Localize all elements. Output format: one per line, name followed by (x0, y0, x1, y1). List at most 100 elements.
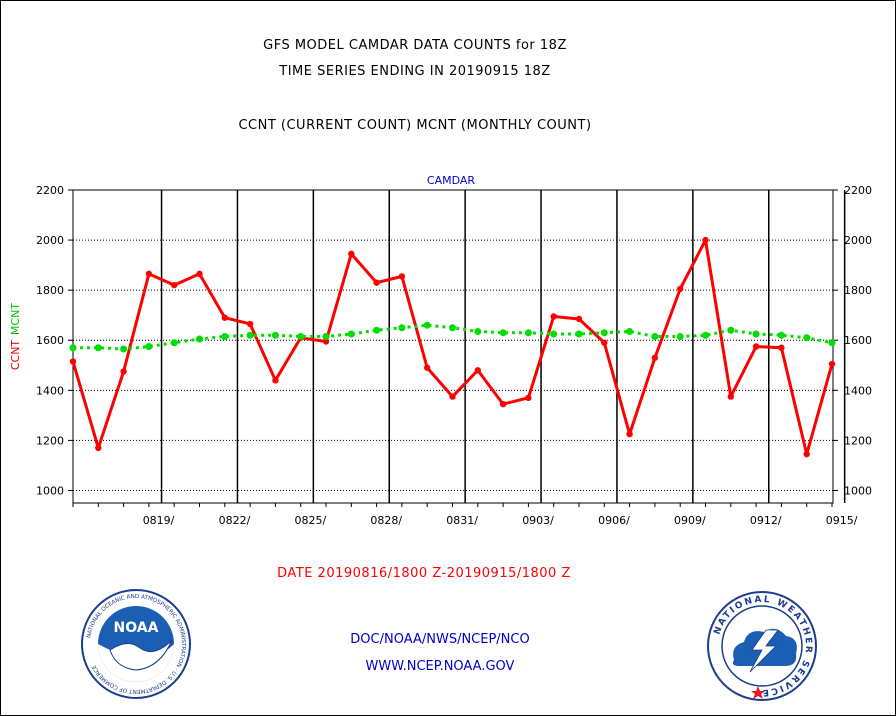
data-point-ccnt (550, 313, 557, 320)
x-tick-label: 0819/ (143, 514, 175, 527)
data-point-ccnt (803, 450, 810, 458)
data-point-mcnt (676, 332, 684, 340)
y-tick-label-left: 1000 (36, 484, 64, 497)
axis-layer: 1000 1000 1200 1200 1400 1400 1600 1600 1800 1800… (36, 184, 872, 527)
data-point-ccnt (246, 320, 254, 328)
data-point-ccnt (702, 236, 709, 244)
data-point-mcnt (196, 335, 203, 343)
data-point-ccnt (626, 430, 633, 438)
data-point-ccnt (322, 338, 330, 345)
data-point-ccnt (196, 270, 203, 278)
y-tick-label-right: 2200 (844, 184, 872, 197)
data-point-mcnt (626, 327, 634, 335)
y-axis-label-ccnt: CCNT (9, 340, 22, 371)
data-point-ccnt (499, 400, 507, 408)
data-point-mcnt (170, 339, 178, 347)
data-point-ccnt (120, 368, 127, 375)
y-tick-label-left: 2200 (36, 184, 64, 197)
data-point-ccnt (145, 270, 153, 278)
y-axis-label-mcnt: MCNT (9, 303, 22, 335)
data-point-ccnt (778, 344, 785, 351)
y-tick-label-left: 1600 (36, 334, 64, 347)
data-point-mcnt (702, 331, 709, 339)
data-point-mcnt (347, 330, 355, 338)
data-point-mcnt (803, 334, 811, 342)
data-point-ccnt (677, 285, 684, 293)
data-point-ccnt (272, 377, 279, 384)
x-tick-label: 0828/ (370, 514, 402, 527)
data-point-mcnt (398, 324, 406, 332)
x-tick-label: 0912/ (750, 514, 782, 527)
website-link[interactable]: WWW.NCEP.NOAA.GOV (365, 659, 515, 674)
data-point-mcnt (221, 332, 229, 340)
data-point-ccnt (221, 314, 228, 321)
chart-subtitle-counts: CCNT (CURRENT COUNT) MCNT (MONTHLY COUNT… (238, 118, 592, 133)
data-point-ccnt (398, 273, 406, 280)
data-point-mcnt (600, 329, 608, 337)
data-point-ccnt (575, 315, 583, 323)
data-point-mcnt (297, 332, 305, 340)
date-range: DATE 20190816/1800 Z-20190915/1800 Z (277, 566, 571, 581)
data-point-ccnt (424, 364, 431, 371)
data-point-mcnt (271, 331, 279, 339)
data-point-ccnt (752, 343, 760, 350)
series-line-ccnt (71, 238, 834, 456)
data-point-mcnt (423, 321, 431, 329)
y-tick-label-right: 1600 (844, 334, 872, 347)
data-point-ccnt (171, 281, 178, 289)
chart-panel-label: CAMDAR (427, 174, 475, 187)
data-point-mcnt (322, 332, 330, 340)
data-point-ccnt (651, 354, 659, 361)
data-point-ccnt (449, 393, 456, 400)
data-point-mcnt (499, 329, 507, 337)
agency-link[interactable]: DOC/NOAA/NWS/NCEP/NCO (350, 632, 530, 647)
noaa-logo: NOAA NATIONAL OCEANIC AND ATMOSPHERIC AD… (81, 589, 191, 699)
data-point-mcnt (94, 344, 102, 352)
x-tick-label: 0906/ (598, 514, 630, 527)
data-point-mcnt (727, 326, 735, 334)
y-tick-label-left: 1400 (36, 384, 64, 397)
noaa-logo-text: NOAA (114, 620, 159, 636)
data-point-mcnt (120, 345, 128, 353)
data-point-mcnt (69, 344, 77, 352)
data-point-ccnt (474, 367, 481, 374)
data-point-ccnt (373, 279, 380, 286)
chart-subtitle-time: TIME SERIES ENDING IN 20190915 18Z (279, 64, 551, 79)
x-tick-label: 0822/ (219, 514, 251, 527)
y-tick-label-right: 1800 (844, 284, 872, 297)
y-tick-label-right: 2000 (844, 234, 872, 247)
y-tick-label-right: 1000 (844, 484, 872, 497)
x-tick-label: 0825/ (294, 514, 326, 527)
data-point-mcnt (449, 324, 456, 332)
data-point-ccnt (348, 250, 355, 258)
data-point-mcnt (145, 343, 153, 350)
data-point-mcnt (246, 331, 254, 339)
data-point-mcnt (524, 329, 532, 337)
x-tick-label: 0909/ (674, 514, 706, 527)
data-point-mcnt (777, 331, 785, 339)
x-tick-label: 0903/ (522, 514, 554, 527)
data-point-ccnt (95, 444, 102, 452)
data-point-ccnt (828, 360, 836, 368)
y-tick-label-left: 2000 (36, 234, 64, 247)
data-point-mcnt (651, 332, 659, 340)
data-point-mcnt (550, 330, 558, 338)
data-point-mcnt (575, 330, 583, 338)
data-point-mcnt (828, 339, 836, 347)
data-point-mcnt (752, 330, 760, 338)
data-point-ccnt (601, 339, 608, 346)
data-point-ccnt (69, 358, 77, 365)
y-tick-label-left: 1800 (36, 284, 64, 297)
y-tick-label-right: 1400 (844, 384, 872, 397)
plot-frame (72, 189, 834, 504)
x-tick-label: 0831/ (446, 514, 478, 527)
chart-title: GFS MODEL CAMDAR DATA COUNTS for 18Z (263, 38, 567, 53)
data-point-mcnt (373, 326, 381, 334)
x-tick-label: 0915/ (826, 514, 858, 527)
nws-logo: NATIONAL WEATHER SERVICE (707, 591, 817, 701)
data-point-ccnt (525, 394, 532, 402)
grid-layer (72, 189, 846, 504)
series-layer (69, 236, 836, 458)
data-point-ccnt (727, 393, 734, 400)
